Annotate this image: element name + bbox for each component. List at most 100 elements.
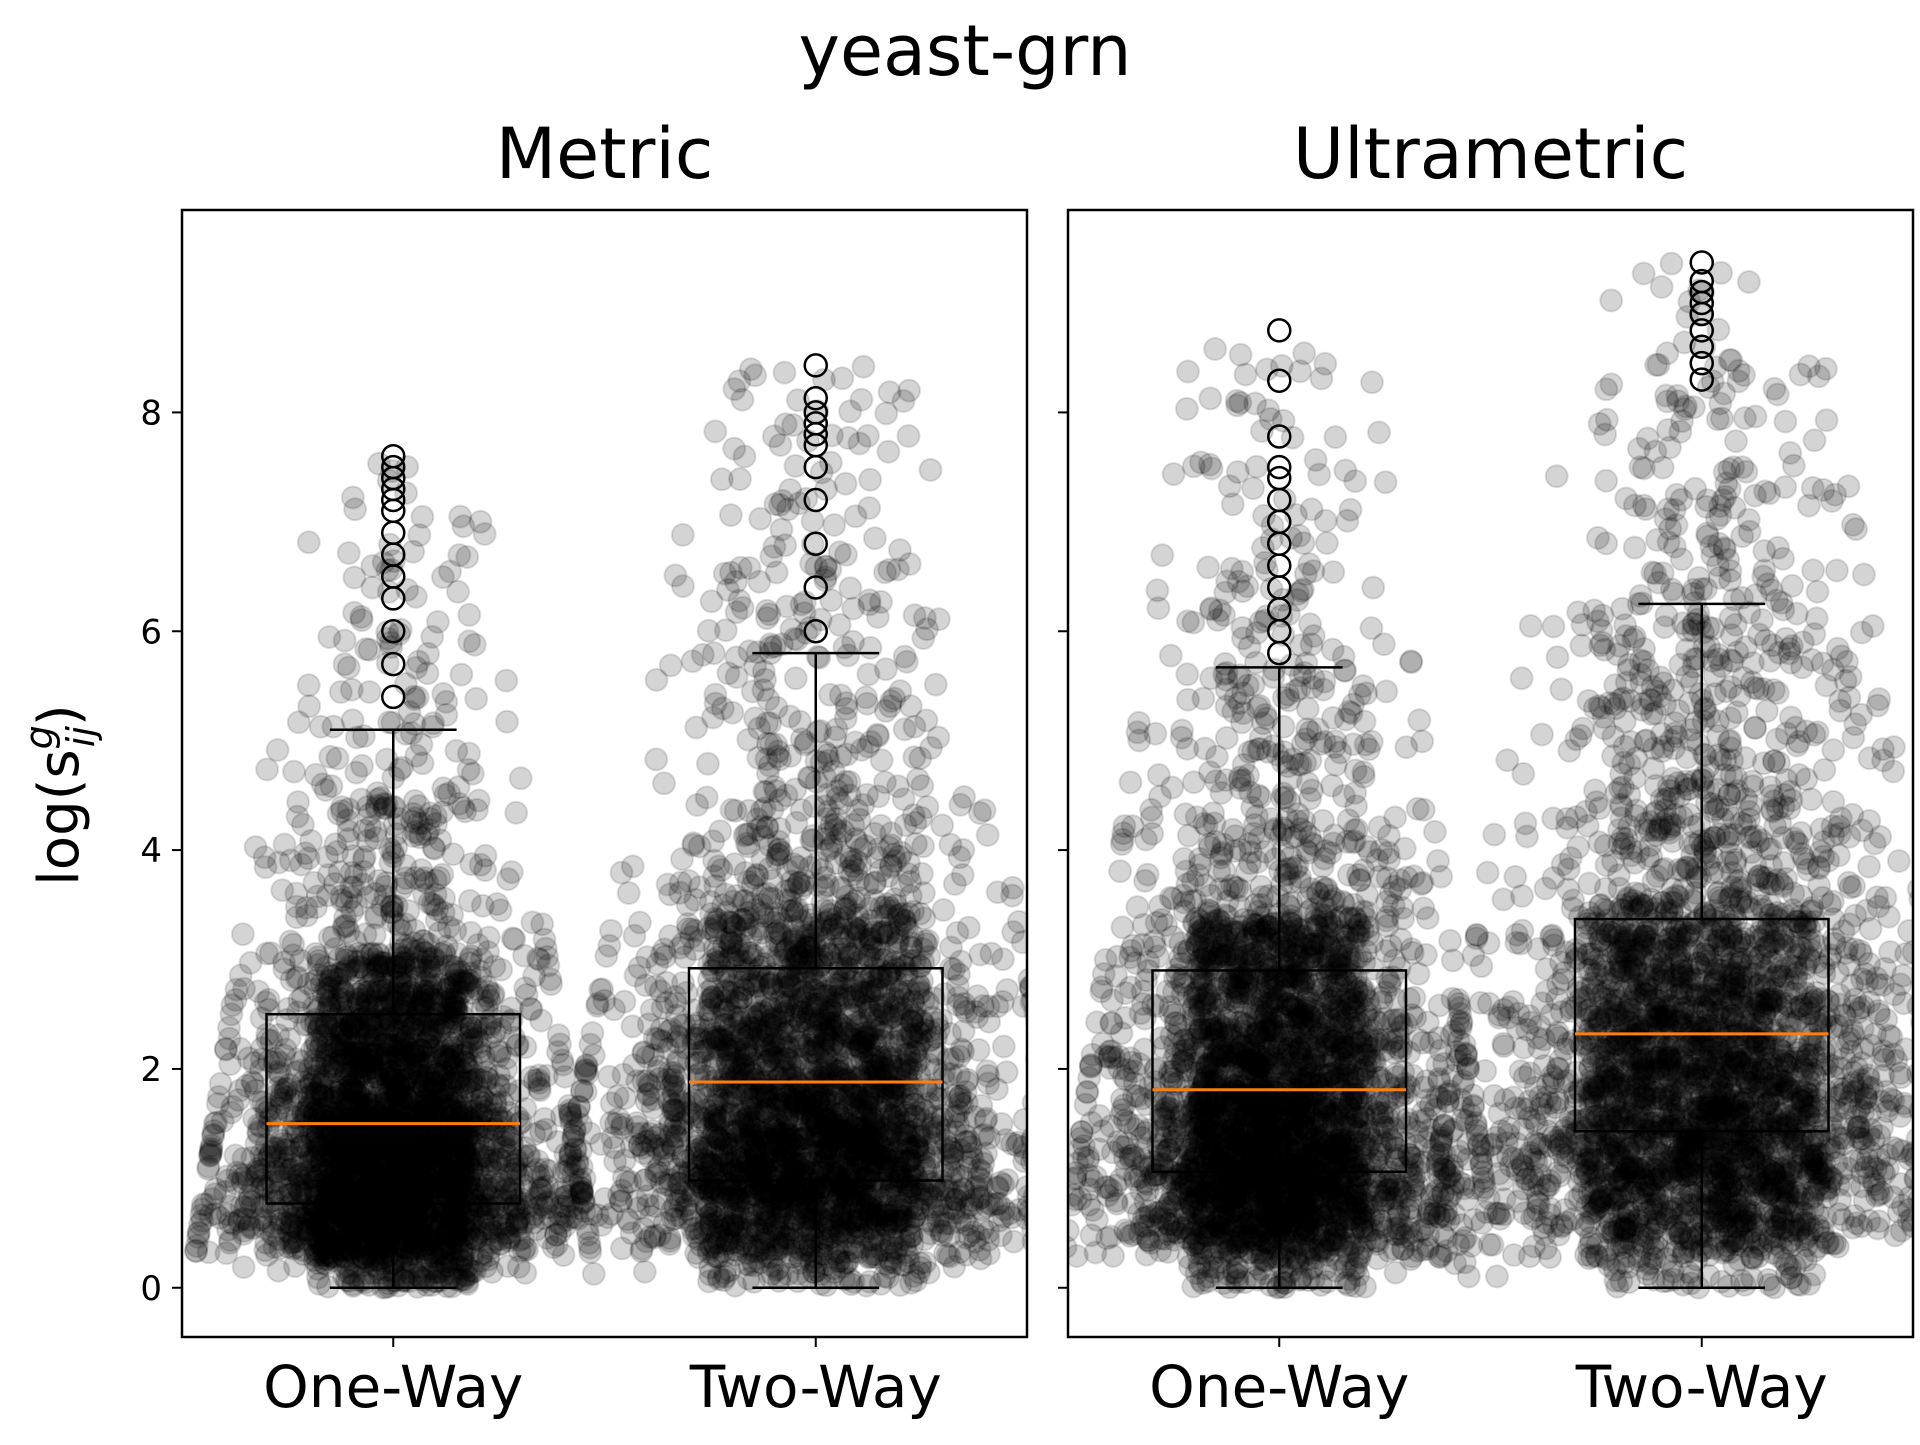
scatter-point	[1036, 1092, 1058, 1114]
scatter-point	[1040, 1087, 1062, 1109]
scatter-point	[322, 716, 344, 738]
scatter-point	[448, 793, 470, 815]
scatter-point	[448, 1162, 470, 1184]
scatter-point	[403, 686, 425, 708]
scatter-point	[490, 959, 512, 981]
scatter-point	[993, 1036, 1015, 1058]
scatter-point	[425, 870, 447, 892]
scatter-point	[352, 873, 374, 895]
scatter-point	[273, 951, 295, 973]
scatter-point	[218, 1017, 240, 1039]
y-tick-label: 0	[140, 1269, 162, 1309]
scatter-point	[837, 427, 859, 449]
scatter-point	[645, 748, 667, 770]
scatter-point	[515, 1098, 537, 1120]
scatter-point	[505, 802, 527, 824]
scatter-point	[450, 664, 472, 686]
scatter-point	[374, 1169, 396, 1191]
scatter-point	[1031, 1035, 1053, 1057]
scatter-point	[341, 1063, 363, 1085]
scatter-point	[508, 1256, 530, 1278]
scatter-point	[458, 604, 480, 626]
scatter-point	[785, 455, 807, 477]
scatter-point	[474, 523, 496, 545]
scatter-point	[1034, 1054, 1056, 1076]
scatter-point	[338, 828, 360, 850]
scatter-point	[279, 1184, 301, 1206]
scatter-point	[345, 762, 367, 784]
scatter-point	[361, 577, 383, 599]
scatter-point	[401, 722, 423, 744]
scatter-point	[1038, 1078, 1060, 1100]
scatter-point	[468, 790, 490, 812]
scatter-point	[871, 749, 893, 771]
scatter-point	[378, 1007, 400, 1029]
scatter-point	[406, 968, 428, 990]
scatter-point	[305, 1100, 327, 1122]
scatter-point	[334, 653, 356, 675]
scatter-point	[1047, 1131, 1069, 1153]
scatter-point	[581, 1022, 603, 1044]
scatter-point	[877, 441, 899, 463]
scatter-point	[831, 367, 853, 389]
scatter-point	[386, 1150, 408, 1172]
scatter-point	[449, 1066, 471, 1088]
scatter-point	[232, 923, 254, 945]
scatter-point	[925, 674, 947, 696]
scatter-point	[931, 814, 953, 836]
y-axis-label: log(sgij)	[17, 704, 103, 886]
scatter-point	[228, 1209, 250, 1231]
scatter-point	[456, 546, 478, 568]
scatter-point	[474, 859, 496, 881]
scatter-point	[1036, 1240, 1058, 1262]
scatter-point	[1045, 1224, 1067, 1246]
scatter-point	[839, 577, 861, 599]
scatter-point	[823, 514, 845, 536]
panel-title: Metric	[496, 113, 714, 195]
scatter-point	[353, 1246, 375, 1268]
scatter-point	[397, 1212, 419, 1234]
scatter-point	[850, 389, 872, 411]
scatter-point	[188, 1223, 210, 1245]
scatter-point	[857, 425, 879, 447]
scatter-point	[294, 842, 316, 864]
scatter-point	[497, 868, 519, 890]
scatter-point	[318, 864, 340, 886]
scatter-point	[464, 634, 486, 656]
scatter-point	[307, 885, 329, 907]
figure-title: yeast-grn	[799, 10, 1132, 92]
scatter-point	[774, 362, 796, 384]
scatter-point	[319, 746, 341, 768]
scatter-point	[350, 606, 372, 628]
scatter-point	[411, 506, 433, 528]
scatter-point	[405, 586, 427, 608]
scatter-point	[359, 639, 381, 661]
scatter-point	[267, 1061, 289, 1083]
outlier-marker	[382, 686, 404, 708]
scatter-point	[496, 711, 518, 733]
scatter-point	[359, 1188, 381, 1210]
scatter-point	[507, 1034, 529, 1056]
scatter-point	[277, 998, 299, 1020]
scatter-point	[221, 994, 243, 1016]
scatter-point	[298, 531, 320, 553]
scatter-point	[852, 356, 874, 378]
scatter-point	[809, 720, 831, 742]
scatter-point	[305, 1170, 327, 1192]
scatter-point	[328, 1174, 350, 1196]
y-axis-label-sup: g	[17, 725, 61, 749]
scatter-point	[359, 681, 381, 703]
scatter-point	[224, 1144, 246, 1166]
scatter-point	[521, 911, 543, 933]
scatter-point	[447, 581, 469, 603]
scatter-point	[310, 1230, 332, 1252]
scatter-point	[510, 767, 532, 789]
scatter-point	[269, 1213, 291, 1235]
y-axis-label-sub: ij	[59, 726, 103, 748]
scatter-point	[376, 1246, 398, 1268]
y-tick-label: 8	[140, 393, 162, 433]
scatter-point	[549, 1033, 571, 1055]
scatter-point	[429, 1220, 451, 1242]
